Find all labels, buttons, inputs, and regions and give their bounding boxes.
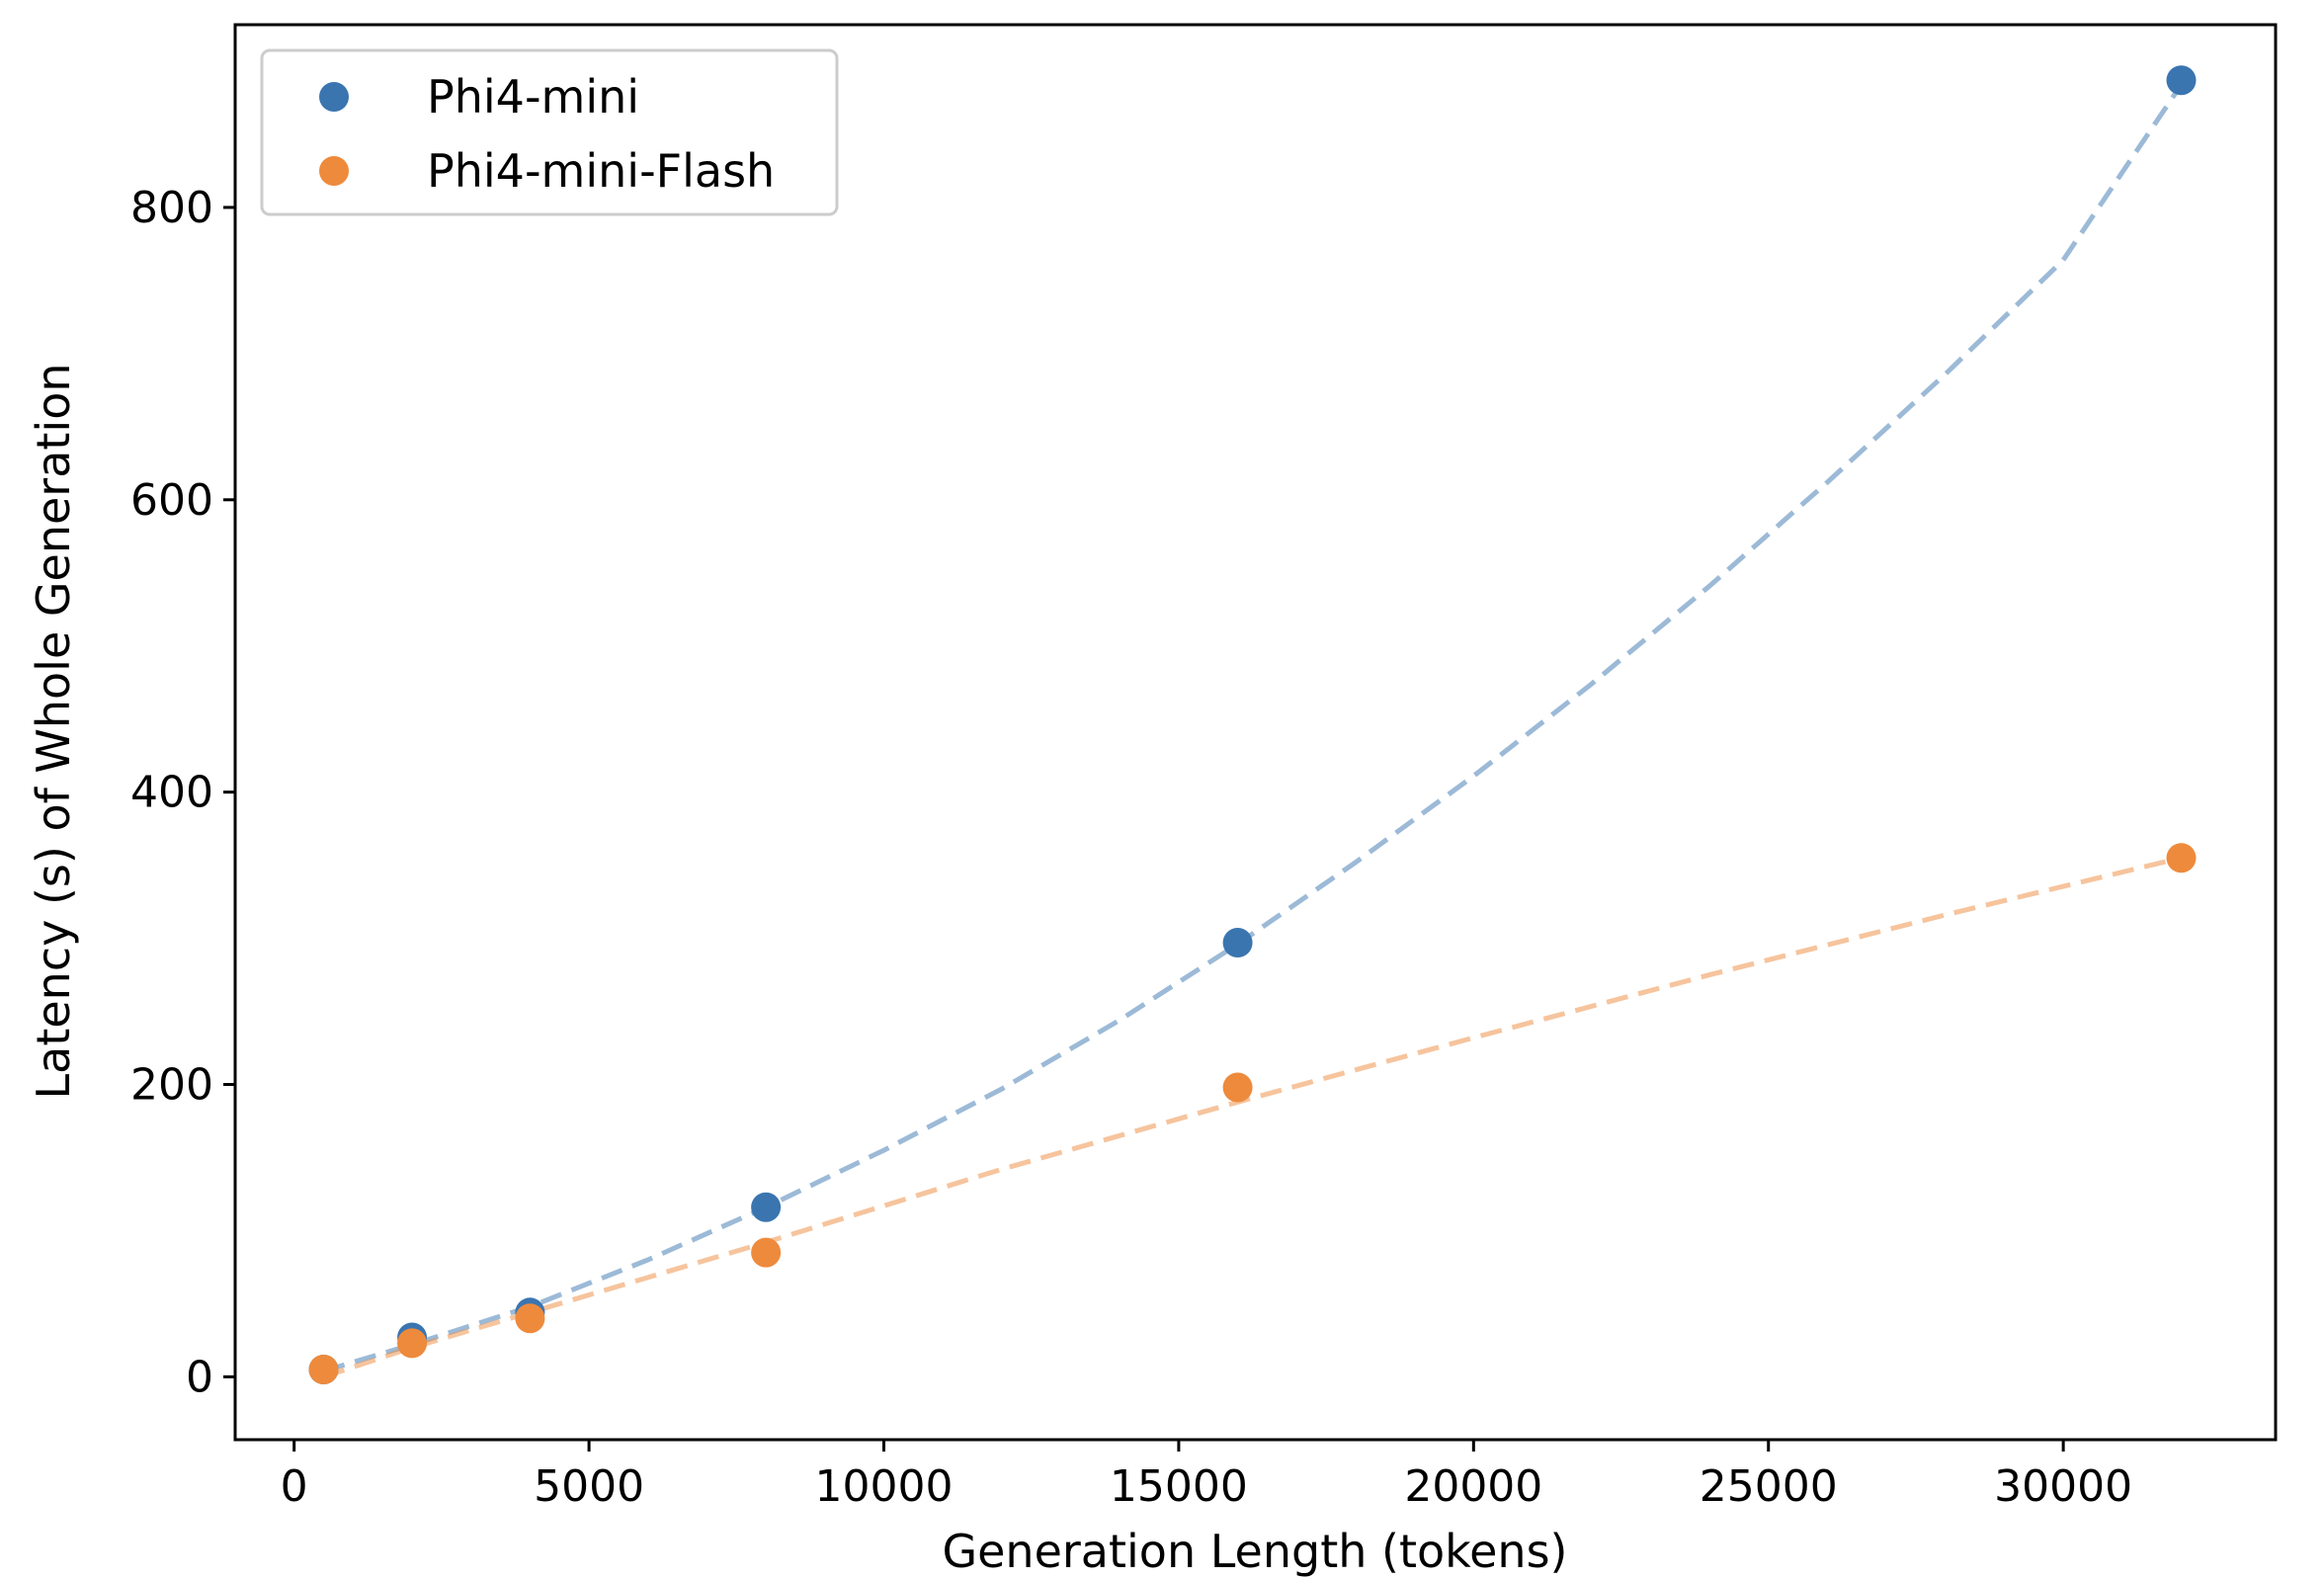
series-2-trend-line bbox=[322, 855, 2183, 1379]
series-2-point bbox=[1222, 1072, 1253, 1103]
series-1-point bbox=[751, 1192, 782, 1222]
x-tick-label: 10000 bbox=[815, 1461, 954, 1512]
series-2-point bbox=[308, 1354, 339, 1384]
plot-frame bbox=[233, 23, 2278, 1442]
legend-label: Phi4-mini bbox=[427, 70, 639, 124]
x-tick-label: 15000 bbox=[1110, 1461, 1248, 1512]
x-tick-label: 20000 bbox=[1404, 1461, 1542, 1512]
legend: Phi4-mini Phi4-mini-Flash bbox=[260, 48, 839, 216]
y-axis-label: Latency (s) of Whole Generation bbox=[27, 364, 80, 1100]
x-axis: 0 5000 10000 15000 20000 25000 30000 bbox=[281, 1440, 2132, 1512]
series-2-point bbox=[397, 1328, 428, 1359]
series-2-point bbox=[515, 1303, 545, 1334]
legend-box bbox=[260, 48, 839, 216]
y-tick-label: 400 bbox=[130, 768, 213, 818]
x-axis-label: Generation Length (tokens) bbox=[942, 1525, 1567, 1578]
x-tick-label: 25000 bbox=[1700, 1461, 1838, 1512]
y-tick-label: 0 bbox=[186, 1352, 213, 1402]
y-tick-label: 800 bbox=[130, 183, 213, 233]
legend-marker bbox=[319, 156, 349, 186]
series-2-point bbox=[2166, 843, 2197, 873]
y-tick-label: 200 bbox=[130, 1060, 213, 1111]
legend-label: Phi4-mini-Flash bbox=[427, 144, 775, 198]
series-1-point bbox=[2166, 65, 2197, 96]
x-tick-label: 0 bbox=[281, 1461, 308, 1512]
series-1-point bbox=[1222, 928, 1253, 958]
plot-area bbox=[308, 65, 2197, 1384]
y-tick-label: 600 bbox=[130, 475, 213, 526]
series-2-point bbox=[751, 1237, 782, 1268]
y-axis: 0 200 400 600 800 bbox=[130, 183, 235, 1402]
x-tick-label: 5000 bbox=[534, 1461, 644, 1512]
legend-marker bbox=[319, 82, 349, 112]
x-tick-label: 30000 bbox=[1994, 1461, 2132, 1512]
